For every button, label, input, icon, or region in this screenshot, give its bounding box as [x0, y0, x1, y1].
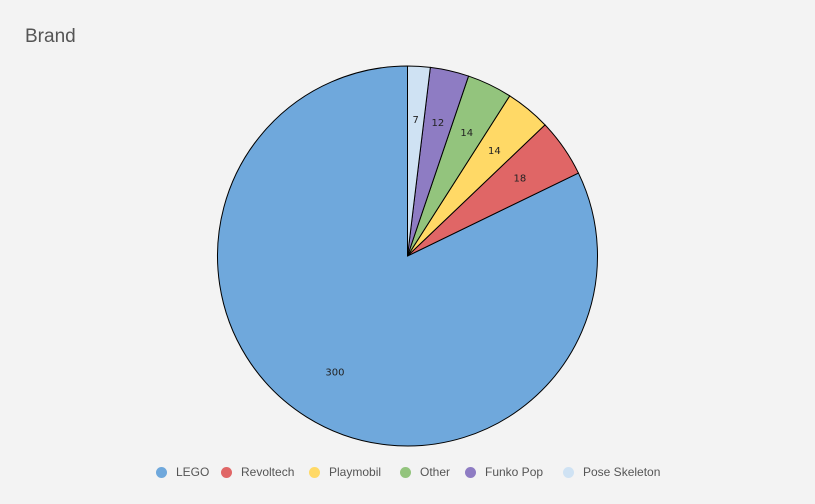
legend-item-other[interactable]: Other	[400, 463, 450, 481]
legend-swatch	[563, 466, 574, 478]
legend-label: Playmobil	[329, 465, 382, 479]
legend-swatch	[400, 466, 411, 478]
legend-label: LEGO	[176, 465, 210, 479]
slice-label-playmobil: 14	[488, 146, 501, 157]
slice-label-revoltech: 18	[514, 173, 527, 184]
pie-chart: 300 18 14 14 12 7	[217, 65, 598, 447]
legend-item-funko-pop[interactable]: Funko Pop	[465, 463, 543, 481]
pie-slice-pose-skeleton	[407, 65, 431, 257]
chart-legend: LEGO Revoltech Playmobil Other Funko Pop Pose…	[0, 463, 815, 481]
legend-item-playmobil[interactable]: Playmobil	[309, 463, 381, 481]
chart-title: Brand	[25, 26, 76, 47]
legend-item-revoltech[interactable]: Revoltech	[221, 463, 294, 481]
legend-swatch	[465, 466, 476, 478]
slice-label-other: 14	[460, 128, 473, 139]
legend-swatch	[156, 466, 167, 478]
legend-label: Revoltech	[241, 465, 295, 479]
legend-label: Funko Pop	[485, 465, 544, 479]
slice-label-funko-pop: 12	[431, 118, 444, 129]
legend-swatch	[309, 466, 320, 478]
legend-label: Pose Skeleton	[583, 465, 661, 479]
slice-label-pose-skeleton: 7	[413, 115, 419, 126]
slice-label-lego: 300	[325, 367, 344, 378]
legend-swatch	[221, 466, 232, 478]
legend-item-lego[interactable]: LEGO	[156, 463, 209, 481]
legend-label: Other	[420, 465, 451, 479]
legend-item-pose-skeleton[interactable]: Pose Skeleton	[563, 463, 660, 481]
